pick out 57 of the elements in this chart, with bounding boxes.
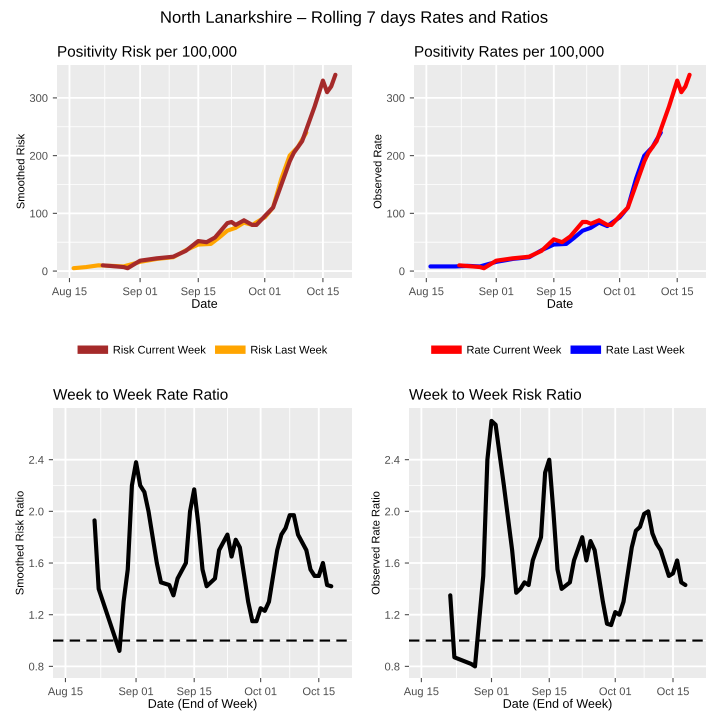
x-tick-label: Sep 15 <box>532 687 566 698</box>
x-tick-label: Sep 01 <box>474 687 509 698</box>
legend-label: Rate Last Week <box>606 346 685 354</box>
y-tick-label: 1.6 <box>29 559 44 568</box>
x-tick-label: Oct 01 <box>604 287 636 296</box>
x-tick-label: Oct 15 <box>307 287 339 296</box>
x-tick-label: Sep 15 <box>177 687 212 698</box>
x-tick-label: Sep 15 <box>181 287 216 298</box>
line-series <box>100 72 338 270</box>
legend-label: Risk Last Week <box>251 346 328 354</box>
chart-title: Positivity Rates per 100,000 <box>415 46 604 60</box>
x-tick-label: Aug 15 <box>48 687 83 698</box>
y-tick-label: 0 <box>399 267 405 276</box>
y-tick-label: 1.6 <box>385 559 400 568</box>
x-tick-label: Aug 15 <box>408 287 444 298</box>
x-axis-title: Date <box>192 299 218 308</box>
y-tick-label: 2.4 <box>29 456 44 464</box>
y-tick-label: 1.2 <box>385 610 400 619</box>
chart-title: Week to Week Rate Ratio <box>53 388 228 400</box>
y-tick-label: 200 <box>30 152 48 160</box>
y-tick-label: 2.4 <box>385 456 400 464</box>
y-tick-label: 0.8 <box>28 662 44 671</box>
x-tick-label: Oct 01 <box>248 287 281 296</box>
x-tick-label: Sep 15 <box>536 287 571 298</box>
y-tick-label: 300 <box>386 94 405 102</box>
legend-label: Risk Current Week <box>114 346 206 354</box>
y-tick-label: 0.8 <box>384 662 400 671</box>
x-tick-label: Sep 01 <box>479 287 514 298</box>
x-tick-label: Aug 15 <box>404 687 439 698</box>
y-axis-title: Observed Rate Ratio <box>371 492 380 594</box>
y-tick-label: 200 <box>386 152 405 160</box>
x-tick-label: Oct 01 <box>244 687 276 696</box>
chart-title: Positivity Risk per 100,000 <box>58 46 236 60</box>
line-series <box>457 72 692 270</box>
x-tick-label: Sep 01 <box>118 687 154 698</box>
y-axis-title: Smoothed Risk Ratio <box>15 491 24 595</box>
y-axis-title: Observed Rate <box>373 134 382 208</box>
y-tick-label: 1.2 <box>29 610 44 619</box>
y-tick-label: 100 <box>30 210 48 218</box>
x-axis-title: Date <box>548 299 573 308</box>
y-tick-label: 300 <box>30 94 48 102</box>
y-tick-label: 0 <box>42 267 48 276</box>
x-tick-label: Oct 15 <box>302 687 335 696</box>
legend-label: Rate Current Week <box>467 346 562 354</box>
x-tick-label: Sep 01 <box>122 287 158 298</box>
x-tick-label: Oct 15 <box>657 687 689 696</box>
y-tick-label: 2.0 <box>385 508 400 516</box>
x-tick-label: Oct 15 <box>661 287 694 296</box>
x-tick-label: Aug 15 <box>52 287 87 298</box>
text: North Lanarkshire – Rolling 7 days Rates and Ratios <box>161 10 548 26</box>
chart-title: Week to Week Risk Ratio <box>409 388 582 400</box>
y-axis-title: Smoothed Risk <box>16 134 24 209</box>
y-tick-label: 100 <box>387 210 405 218</box>
x-tick-label: Oct 01 <box>599 687 632 696</box>
x-axis-title: Date (End of Week) <box>148 698 256 710</box>
y-tick-label: 2.0 <box>29 508 44 516</box>
x-axis-title: Date (End of Week) <box>504 698 612 710</box>
